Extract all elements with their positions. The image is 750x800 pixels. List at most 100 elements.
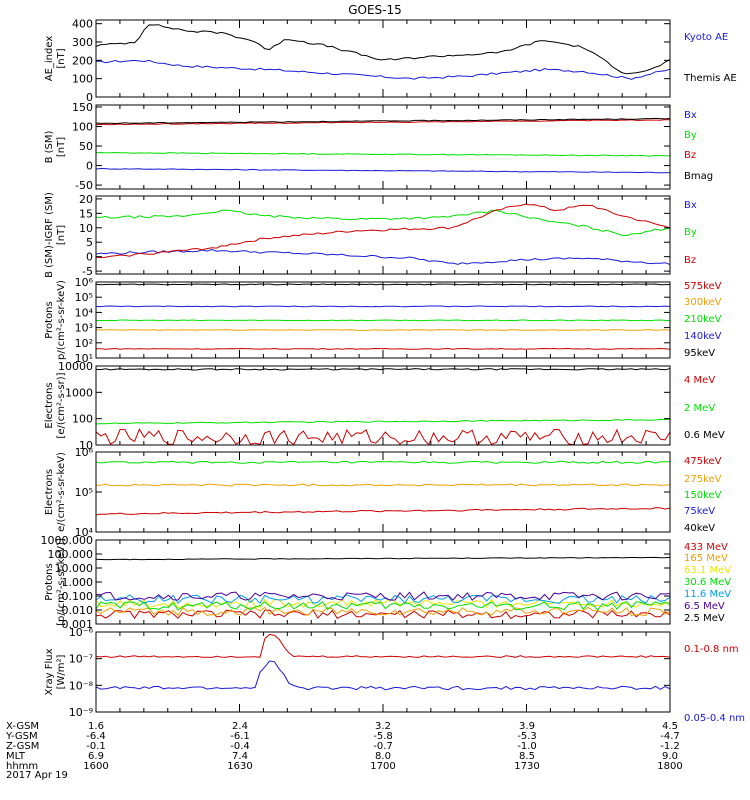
series-line-7-6 [96, 591, 670, 601]
legend-label: 75keV [684, 506, 715, 517]
panel-8: 0.1-0.8 nm0.05-0.4 nm10⁻⁹10⁻⁸10⁻⁷10⁻⁶Xra… [44, 626, 745, 724]
legend-label: 0.6 MeV [684, 430, 725, 441]
series-line-4-4 [96, 305, 670, 308]
legend-label: 275keV [684, 474, 722, 485]
series-line-7-4 [96, 600, 670, 611]
y-tick-label: 0 [86, 251, 93, 264]
y-tick-label: 10⁶ [75, 276, 94, 289]
axis-row-value: 1730 [514, 761, 539, 772]
axis-row-value: -0.1 [86, 741, 106, 752]
axis-row-value: -5.8 [373, 731, 393, 742]
y-axis-label: Protons[p/(cm²-s-sr-keV)] [44, 538, 67, 626]
y-axis-label: Electronse/(cm²-s-sr-keV) [44, 452, 67, 532]
panel-5: 4 MeV 2 MeV 0.6 MeV 10 100 1000 10000Electrons… [44, 360, 725, 452]
legend-label: By [684, 130, 697, 141]
y-tick-label: 100 [72, 120, 93, 133]
axis-row-label: X-GSM [6, 721, 39, 732]
y-axis-label-line: [p/(cm²-s-sr-keV)] [56, 538, 67, 626]
legend-label: 63.1 MeV [684, 565, 731, 576]
y-tick-label: -5 [82, 265, 93, 278]
y-axis-label: B (SM)-IGRF (SM)[nT] [44, 192, 67, 278]
axis-row-value: 8.0 [375, 751, 391, 762]
y-tick-label: -50 [75, 179, 93, 192]
series-line-1-2 [96, 24, 670, 75]
y-tick-label: 50 [79, 140, 93, 153]
y-tick-label: 10 [79, 439, 93, 452]
series-line-6-2 [96, 483, 670, 487]
y-axis-label-line: [W/m²] [56, 654, 67, 689]
y-axis-label: B (SM)[nT] [44, 130, 67, 163]
y-tick-label: 5 [86, 236, 93, 249]
legend-label: 30.6 MeV [684, 577, 731, 588]
axis-row-value: -1.0 [517, 741, 537, 752]
y-axis-label-line: p/(cm²-s-sr-keV) [56, 280, 67, 360]
axis-row-value: -6.4 [86, 731, 106, 742]
y-tick-label: 0 [86, 160, 93, 173]
y-tick-label: 10 [79, 222, 93, 235]
y-axis-label: Protonsp/(cm²-s-sr-keV) [44, 280, 67, 360]
axis-row-value: 9.0 [662, 751, 678, 762]
series-line-7-7 [96, 556, 670, 561]
legend-label: 210keV [684, 314, 722, 325]
legend-label: 0.05-0.4 nm [684, 713, 745, 724]
y-tick-label: 400 [72, 18, 93, 31]
y-tick-label: 10⁵ [75, 486, 93, 499]
axis-row-value: -5.3 [517, 731, 537, 742]
legend-label: Bx [684, 200, 697, 211]
y-tick-label: 0 [86, 91, 93, 104]
bottom-axis: X-GSM 1.6 2.4 3.2 3.9 4.5 Y-GSM -6.4 -6.1 -5.8 -5.… [5, 721, 683, 781]
panel-frame [95, 195, 671, 275]
legend-label: Bmag [684, 171, 713, 182]
y-tick-label: 10⁴ [75, 526, 94, 539]
series-line-4-3 [96, 319, 670, 322]
panel-frame [95, 631, 671, 713]
series-line-6-1 [96, 507, 670, 516]
y-tick-label: 10⁶ [75, 446, 94, 459]
axis-row-label: MLT [6, 751, 26, 762]
series-line-7-3 [96, 598, 670, 609]
y-axis-label: AE_index[nT] [44, 36, 67, 82]
axis-row-value: 1630 [227, 761, 252, 772]
axis-row-value: -6.1 [230, 731, 250, 742]
series-line-3-3 [96, 203, 670, 259]
y-tick-label: 10¹ [75, 352, 93, 365]
legend-label: 6.5 MeV [684, 601, 725, 612]
axis-row-value: 7.4 [232, 751, 248, 762]
y-axis-label-line: [nT] [56, 137, 67, 157]
series-line-3-2 [96, 209, 670, 237]
legend-label: Themis AE [683, 73, 737, 84]
axis-row-value: -1.2 [660, 741, 680, 752]
legend-label: 165 MeV [684, 553, 728, 564]
y-tick-label: 1000.000 [41, 534, 94, 547]
y-tick-label: 150 [72, 101, 93, 114]
y-tick-label: 100 [72, 413, 93, 426]
y-tick-label: 10⁻⁹ [69, 706, 93, 719]
y-axis-label-line: [nT] [56, 225, 67, 245]
axis-row-value: 1600 [83, 761, 108, 772]
series-line-2-4 [96, 117, 670, 125]
series-line-2-2 [96, 151, 670, 157]
y-axis-label-line: B (SM)-IGRF (SM) [44, 192, 55, 278]
axis-row-value: 1800 [657, 761, 682, 772]
series-line-3-1 [96, 248, 670, 265]
panel-4: 575keV 300keV 210keV 140keV 95keV 10¹ 10² 10³ 10… [44, 276, 722, 365]
chart-title: GOES-15 [348, 3, 402, 17]
y-tick-label: 1000 [65, 386, 93, 399]
y-tick-label: 20 [79, 193, 93, 206]
panel-1: Kyoto AE Themis AE 0 100 200 300 400 AE_index[n… [44, 18, 737, 104]
y-axis-label-line: Protons [44, 563, 55, 600]
panel-frame [95, 451, 671, 533]
y-axis-label-line: AE_index [44, 36, 55, 82]
panel-frame [95, 19, 671, 98]
y-tick-label: 0.100 [62, 590, 94, 603]
axis-row-value: -4.7 [660, 731, 680, 742]
date-label: 2017 Apr 19 [6, 770, 68, 781]
panel-2: Bx By Bz Bmag -50 0 50 100 150 B (SM)[nT] [44, 101, 713, 192]
panel-frame [95, 365, 671, 446]
legend-label: Bx [684, 110, 697, 121]
series-line-7-2 [96, 606, 670, 617]
axis-row-value: 1.6 [88, 721, 104, 732]
